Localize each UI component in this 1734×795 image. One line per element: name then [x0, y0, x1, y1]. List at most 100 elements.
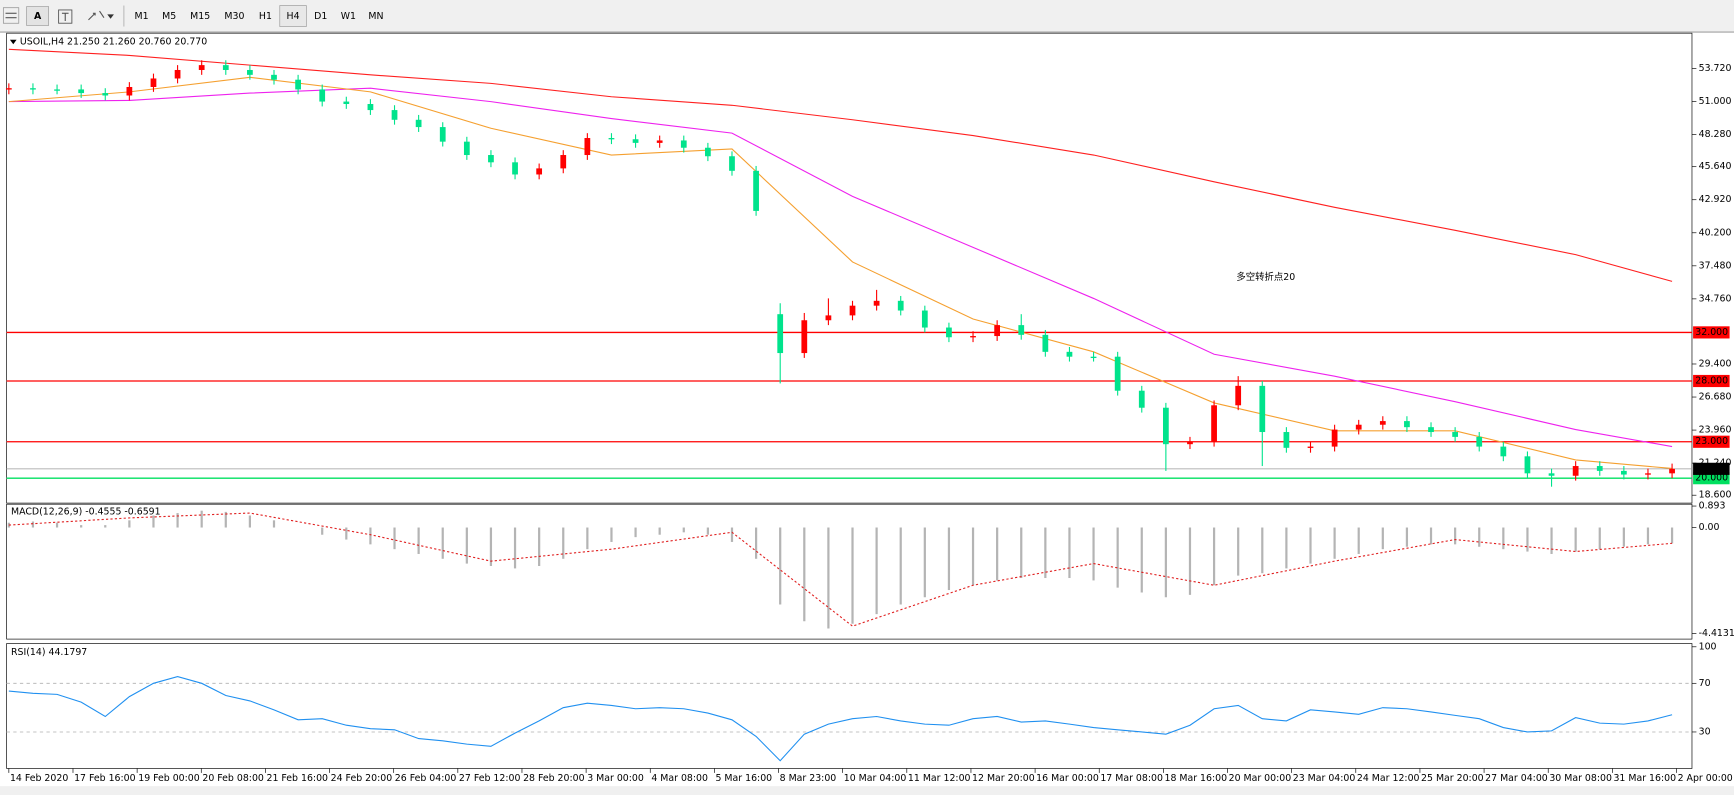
candle-body [753, 170, 759, 211]
current-price-label: 20.770 [1695, 463, 1728, 474]
time-label: 4 Mar 08:00 [651, 773, 708, 784]
candle-body [1235, 385, 1242, 406]
timeframe-button[interactable]: W1 [341, 11, 356, 22]
candle-body [30, 88, 36, 90]
time-label: 17 Mar 08:00 [1100, 773, 1163, 784]
y-tick-label: 53.720 [1699, 63, 1732, 74]
time-label: 17 Feb 16:00 [74, 773, 136, 784]
time-label: 2 Apr 00:00 [1678, 773, 1733, 784]
y-tick-label: 18.600 [1699, 490, 1732, 501]
y-tick-label: 0.00 [1699, 522, 1720, 533]
candle-body [632, 139, 639, 143]
price-level-label: 28.000 [1695, 375, 1728, 386]
timeframe-button[interactable]: MN [368, 11, 383, 22]
timeframe-button[interactable]: M1 [135, 11, 149, 22]
time-label: 31 Mar 16:00 [1613, 773, 1676, 784]
time-label: 24 Mar 12:00 [1357, 773, 1420, 784]
time-label: 21 Feb 16:00 [267, 773, 329, 784]
candle-body [1162, 407, 1169, 445]
time-label: 3 Mar 00:00 [587, 773, 644, 784]
candle-body [1548, 473, 1555, 476]
label-tool-icon[interactable] [58, 9, 73, 24]
candle-body [415, 119, 422, 128]
candle-body [1090, 356, 1097, 359]
timeframe-selected [279, 5, 307, 27]
candle-body [897, 300, 904, 311]
candle-body [102, 93, 109, 96]
crosshair-icon[interactable] [2, 7, 20, 24]
candle-body [560, 155, 567, 169]
y-tick-label: 23.960 [1699, 425, 1732, 436]
candle-body [1404, 421, 1410, 428]
price-level-tag [1693, 435, 1730, 448]
timeframe-button[interactable]: M15 [190, 11, 210, 22]
time-label: 26 Feb 04:00 [395, 773, 457, 784]
moving-average [8, 76, 1673, 470]
time-label: 18 Mar 16:00 [1164, 773, 1227, 784]
time-label: 27 Mar 04:00 [1485, 773, 1548, 784]
candle-body [536, 168, 543, 175]
candle-body [439, 127, 446, 142]
price-level-label: 32.000 [1695, 327, 1728, 338]
price-level-label: 23.000 [1695, 436, 1728, 447]
candle-body [1645, 473, 1651, 475]
y-tick-label: 29.400 [1699, 358, 1732, 369]
candle-body [1669, 468, 1675, 474]
time-label: 20 Feb 08:00 [202, 773, 264, 784]
timeframe-button[interactable]: M30 [224, 11, 244, 22]
candle-body [849, 305, 856, 316]
y-tick-label: -4.4131 [1699, 628, 1734, 639]
time-label: 27 Feb 12:00 [459, 773, 521, 784]
candle-body [319, 89, 326, 102]
y-tick-label: 0.893 [1699, 501, 1726, 512]
candle-body [1355, 424, 1362, 430]
symbol-dropdown[interactable] [9, 39, 17, 45]
y-tick-label: 37.480 [1699, 260, 1732, 271]
candle-body [584, 138, 591, 156]
timeframe-button[interactable]: D1 [314, 11, 327, 22]
time-label: 5 Mar 16:00 [715, 773, 772, 784]
timeframe-button[interactable]: M5 [162, 11, 176, 22]
candle-body [391, 110, 398, 120]
y-tick-label: 100 [1699, 641, 1717, 652]
text-tool-button[interactable] [26, 6, 49, 26]
candle-body [1138, 390, 1145, 408]
candle-body [1331, 429, 1338, 447]
rsi-line [8, 676, 1673, 762]
y-tick-label: 48.280 [1699, 129, 1732, 140]
candle-body [1476, 436, 1483, 447]
candle-body [873, 300, 880, 306]
candle-body [295, 79, 301, 90]
candle-body [1500, 446, 1507, 457]
candle-body [5, 88, 12, 90]
timeframe-button[interactable]: H4 [287, 11, 300, 22]
price-level-tag [1693, 472, 1730, 485]
timeframe-button[interactable]: H1 [259, 11, 272, 22]
arrows-tool-icon[interactable] [88, 10, 114, 21]
current-price-tag [1693, 462, 1730, 475]
time-label: 24 Feb 20:00 [331, 773, 393, 784]
candle-body [343, 101, 350, 104]
candle-body [825, 315, 832, 321]
candle-body [1066, 351, 1073, 357]
time-label: 25 Mar 20:00 [1421, 773, 1484, 784]
candle-body [1042, 334, 1049, 352]
macd-title: MACD(12,26,9) -0.4555 -0.6591 [11, 506, 161, 517]
candle-body [1259, 385, 1266, 433]
candle-body [463, 141, 470, 156]
tool-label[interactable]: A [34, 11, 42, 22]
candle-body [608, 138, 615, 140]
candle-body [78, 89, 85, 94]
time-label: 28 Feb 20:00 [523, 773, 585, 784]
candle-body [1572, 466, 1579, 476]
rsi-panel [6, 643, 1693, 769]
candle-body [247, 69, 253, 75]
y-tick-label: 42.920 [1699, 194, 1732, 205]
candle-body [1452, 432, 1459, 437]
time-label: 8 Mar 23:00 [780, 773, 837, 784]
main-panel [6, 32, 1693, 504]
candle-body [1187, 441, 1193, 445]
y-tick-label: 51.000 [1699, 96, 1732, 107]
